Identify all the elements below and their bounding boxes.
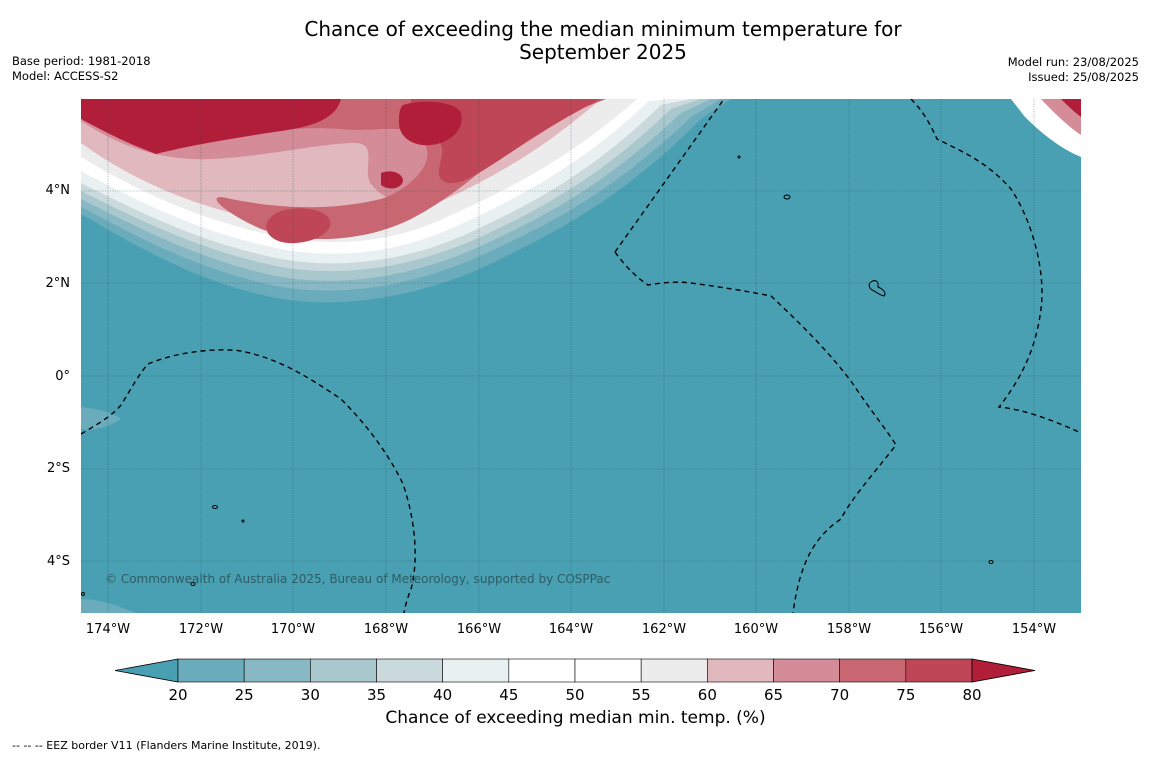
- lon-label-160w: 160°W: [733, 622, 779, 637]
- lat-label-2s: 2°S: [46, 461, 70, 476]
- lon-label-156w: 156°W: [918, 622, 964, 637]
- title-line-1: Chance of exceeding the median minimum t…: [304, 17, 902, 41]
- colorbar-segment: [707, 658, 774, 683]
- eez-borders: [81, 99, 1081, 613]
- colorbar-segment: [640, 658, 708, 683]
- model-text: Model: ACCESS-S2: [12, 69, 119, 83]
- map-canvas: [81, 99, 1081, 613]
- colorbar-tick-label: 45: [499, 686, 518, 704]
- islands: [81, 155, 994, 596]
- issued-text: Issued: 25/08/2025: [1028, 70, 1139, 84]
- lat-label-4n: 4°N: [45, 183, 71, 198]
- lon-label-172w: 172°W: [178, 622, 224, 637]
- colorbar-segment: [773, 658, 840, 683]
- colorbar-tick-label: 55: [632, 686, 651, 704]
- lon-label-166w: 166°W: [456, 622, 502, 637]
- island-small-c: [988, 560, 994, 564]
- colorbar-segment: [905, 658, 973, 683]
- colorbar-segment: [243, 658, 311, 683]
- contour-sw-bottom: [81, 599, 136, 613]
- colorbar-tick-label: 80: [962, 686, 981, 704]
- colorbar-segment: [839, 658, 907, 683]
- contour-ne-corner-red: [1061, 99, 1081, 117]
- colorbar-segment: [177, 658, 245, 683]
- eez-border-west: [81, 349, 416, 613]
- lon-label-174w: 174°W: [85, 622, 131, 637]
- model-run-text: Model run: 23/08/2025: [1007, 55, 1139, 69]
- colorbar-title: Chance of exceeding median min. temp. (%…: [385, 708, 766, 728]
- colorbar-tick-label: 40: [433, 686, 452, 704]
- island-howland: [212, 505, 218, 509]
- colorbar-segment: [376, 658, 443, 683]
- colorbar-extend-high: [971, 658, 1036, 683]
- lat-label-2n: 2°N: [45, 276, 71, 291]
- colorbar-tick-label: 35: [367, 686, 386, 704]
- meta-right: Model run: 23/08/2025 Issued: 25/08/2025: [1008, 55, 1139, 85]
- colorbar-tick-label: 50: [565, 686, 584, 704]
- island-small-d: [737, 155, 741, 159]
- lon-label-158w: 158°W: [826, 622, 872, 637]
- copyright-text: © Commonwealth of Australia 2025, Bureau…: [105, 572, 611, 586]
- colorbar-segment: [574, 658, 642, 683]
- colorbar-segment: [508, 658, 576, 683]
- lon-label-170w: 170°W: [270, 622, 316, 637]
- eez-footnote: -- -- -- EEZ border V11 (Flanders Marine…: [12, 739, 321, 752]
- colorbar-tick-label: 75: [896, 686, 915, 704]
- map-panel: © Commonwealth of Australia 2025, Bureau…: [81, 99, 1081, 613]
- lat-label-4s: 4°S: [46, 554, 70, 569]
- island-kiritimati: [868, 280, 886, 297]
- contour-band-max-a: [81, 99, 341, 154]
- meta-left: Base period: 1981-2018 Model: ACCESS-S2: [12, 54, 151, 84]
- lon-label-162w: 162°W: [641, 622, 687, 637]
- colorbar-segment: [442, 658, 510, 683]
- colorbar-segment: [310, 658, 377, 683]
- lon-label-164w: 164°W: [548, 622, 594, 637]
- colorbar: 20 25 30 35 40 45 50 55 60 65 70 75 80: [114, 658, 1036, 704]
- contour-band-max-c: [381, 171, 403, 189]
- chart-title: Chance of exceeding the median minimum t…: [0, 18, 1150, 64]
- colorbar-extend-low: [114, 658, 179, 683]
- island-baker: [783, 194, 791, 200]
- base-period-text: Base period: 1981-2018: [12, 54, 151, 68]
- colorbar-tick-label: 65: [764, 686, 783, 704]
- eez-border-north-central: [614, 99, 725, 253]
- contour-band-80-a: [266, 208, 331, 244]
- title-line-2: September 2025: [519, 40, 687, 64]
- contour-band-max-b: [399, 101, 462, 146]
- island-small-e: [81, 592, 85, 596]
- lon-label-154w: 154°W: [1011, 622, 1057, 637]
- contour-sw-corner: [81, 407, 121, 430]
- lat-label-0: 0°: [55, 369, 70, 384]
- colorbar-tick-label: 30: [301, 686, 320, 704]
- graticule: [81, 99, 1081, 613]
- colorbar-tick-label: 70: [830, 686, 849, 704]
- island-small-a: [241, 519, 245, 523]
- lon-label-168w: 168°W: [363, 622, 409, 637]
- eez-border-central: [614, 251, 897, 613]
- colorbar-tick-label: 20: [168, 686, 187, 704]
- colorbar-tick-label: 60: [698, 686, 717, 704]
- island-small-b: [190, 582, 196, 586]
- eez-border-east: [910, 99, 1081, 434]
- colorbar-tick-label: 25: [235, 686, 254, 704]
